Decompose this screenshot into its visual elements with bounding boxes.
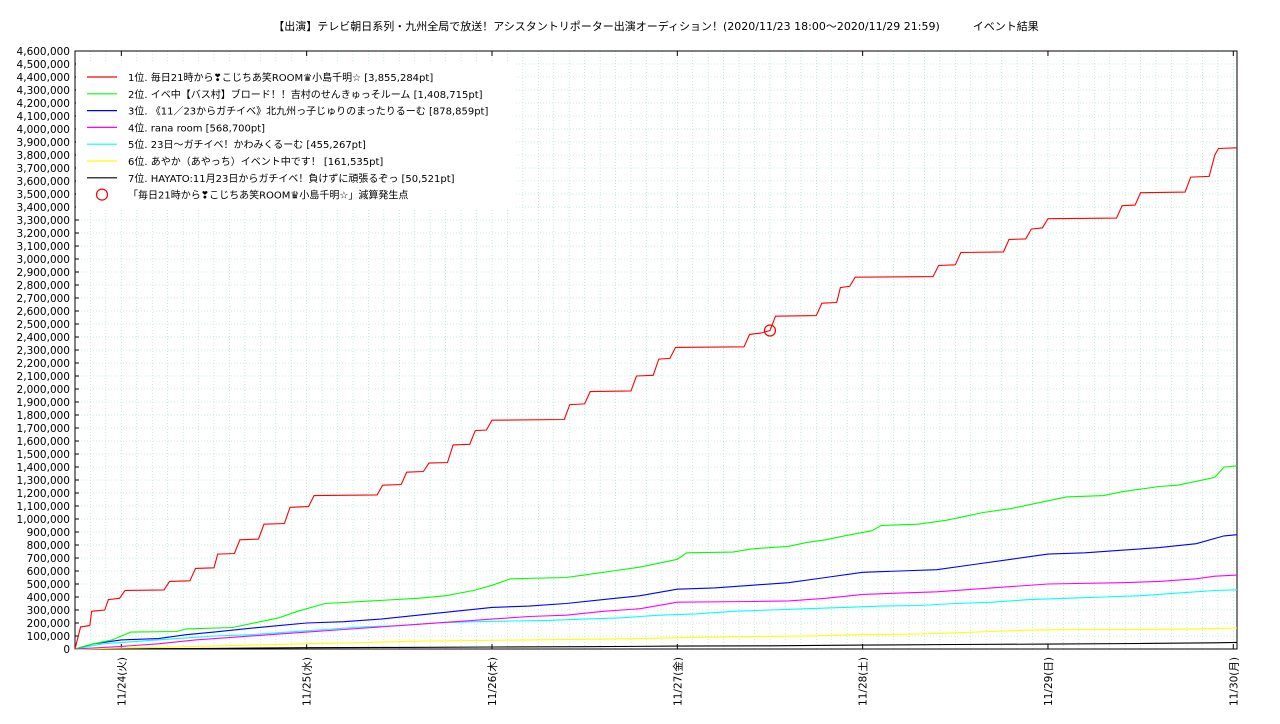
y-tick-label: 3,400,000 <box>17 202 70 214</box>
y-tick-label: 2,200,000 <box>17 358 70 370</box>
y-tick-label: 0 <box>63 644 70 656</box>
y-tick-label: 1,000,000 <box>17 514 70 526</box>
legend-label: 6位. あやか（あやっち）イベント中です！ [161,535pt] <box>128 155 383 168</box>
y-tick-label: 1,800,000 <box>17 410 70 422</box>
y-tick-label: 900,000 <box>27 527 70 539</box>
y-tick-label: 3,800,000 <box>17 150 70 162</box>
legend-label: 3位. 《11／23からガチイベ》北九州っ子じゅりのまったりるーむ [878,8… <box>128 105 488 118</box>
series-line <box>74 627 1238 650</box>
y-tick-label: 1,900,000 <box>17 397 70 409</box>
y-tick-label: 3,500,000 <box>17 189 70 201</box>
y-tick-label: 3,300,000 <box>17 215 70 227</box>
y-tick-label: 4,300,000 <box>17 85 70 97</box>
y-tick-label: 2,800,000 <box>17 280 70 292</box>
series-line <box>74 534 1238 650</box>
x-axis: 11/24(火) 11/25(水) 11/26(木) 11/27(金) 11/28(土)… <box>116 51 1240 706</box>
y-tick-label: 3,000,000 <box>17 254 70 266</box>
legend-label: 7位. HAYATO:11月23日からガチイベ！負けずに頑張るぞっ [50,52… <box>128 172 455 185</box>
y-tick-label: 3,600,000 <box>17 176 70 188</box>
legend-annotation-label: 「毎日21時から❣こじちあ笑ROOM♛小島千明☆」減算発生点 <box>128 189 408 202</box>
y-tick-label: 3,200,000 <box>17 228 70 240</box>
y-tick-label: 2,900,000 <box>17 267 70 279</box>
y-tick-label: 1,500,000 <box>17 449 70 461</box>
legend-background <box>76 63 516 209</box>
y-tick-label: 2,000,000 <box>17 384 70 396</box>
x-tick-label: 11/24(火) <box>116 657 128 706</box>
series-line <box>74 641 1238 650</box>
y-tick-label: 600,000 <box>27 566 70 578</box>
y-tick-label: 1,700,000 <box>17 423 70 435</box>
y-tick-label: 2,600,000 <box>17 306 70 318</box>
y-tick-label: 100,000 <box>27 631 70 643</box>
legend: 1位. 毎日21時から❣こじちあ笑ROOM♛小島千明☆ [3,855,284pt… <box>76 63 516 209</box>
grid <box>75 51 1237 649</box>
y-tick-label: 4,000,000 <box>17 124 70 136</box>
y-tick-label: 2,100,000 <box>17 371 70 383</box>
series-line <box>74 147 1238 650</box>
series-line <box>74 465 1238 650</box>
y-tick-label: 4,500,000 <box>17 59 70 71</box>
y-tick-label: 3,900,000 <box>17 137 70 149</box>
x-tick-label: 11/28(土) <box>857 657 870 706</box>
y-tick-label: 4,400,000 <box>17 72 70 84</box>
y-tick-label: 300,000 <box>27 605 70 617</box>
y-tick-label: 1,100,000 <box>17 501 70 513</box>
y-tick-label: 700,000 <box>27 553 70 565</box>
y-tick-label: 2,700,000 <box>17 293 70 305</box>
legend-label: 5位. 23日〜ガチイベ！かわみくるーむ [455,267pt] <box>128 138 366 151</box>
legend-label: 2位. イベ中【バス村】ブロード！！吉村のせんきゅっそルーム [1,408,71… <box>128 88 483 101</box>
y-tick-label: 4,200,000 <box>17 98 70 110</box>
series-line <box>74 574 1238 650</box>
y-tick-label: 4,100,000 <box>17 111 70 123</box>
x-tick-label: 11/25(水) <box>302 657 314 706</box>
y-tick-label: 1,300,000 <box>17 475 70 487</box>
y-axis: 0100,000200,000300,000400,000500,000600,… <box>17 46 79 656</box>
legend-annotation-marker <box>95 188 109 201</box>
x-tick-label: 11/29(日) <box>1043 657 1055 706</box>
y-tick-label: 2,500,000 <box>17 319 70 331</box>
y-tick-label: 400,000 <box>27 592 70 604</box>
y-tick-label: 1,200,000 <box>17 488 70 500</box>
legend-label: 1位. 毎日21時から❣こじちあ笑ROOM♛小島千明☆ [3,855,284pt… <box>128 71 433 84</box>
y-tick-label: 3,700,000 <box>17 163 70 175</box>
chart-title: 【出演】テレビ朝日系列・九州全局で放送！アシスタントリポーター出演オーディション… <box>273 19 1039 33</box>
annotation-marker <box>763 324 777 337</box>
y-tick-label: 200,000 <box>27 618 70 630</box>
y-tick-label: 1,600,000 <box>17 436 70 448</box>
x-tick-label: 11/30(月) <box>1228 657 1240 706</box>
series-lines <box>74 147 1238 650</box>
y-tick-label: 3,100,000 <box>17 241 70 253</box>
y-tick-label: 500,000 <box>27 579 70 591</box>
annotation <box>763 324 777 337</box>
legend-label: 4位. rana room [568,700pt] <box>128 121 265 134</box>
y-tick-label: 4,600,000 <box>17 46 70 58</box>
series-line <box>74 589 1238 650</box>
y-tick-label: 2,400,000 <box>17 332 70 344</box>
y-tick-label: 800,000 <box>27 540 70 552</box>
x-tick-label: 11/27(金) <box>671 657 684 706</box>
x-tick-label: 11/26(木) <box>487 657 499 706</box>
y-tick-label: 1,400,000 <box>17 462 70 474</box>
y-tick-label: 2,300,000 <box>17 345 70 357</box>
